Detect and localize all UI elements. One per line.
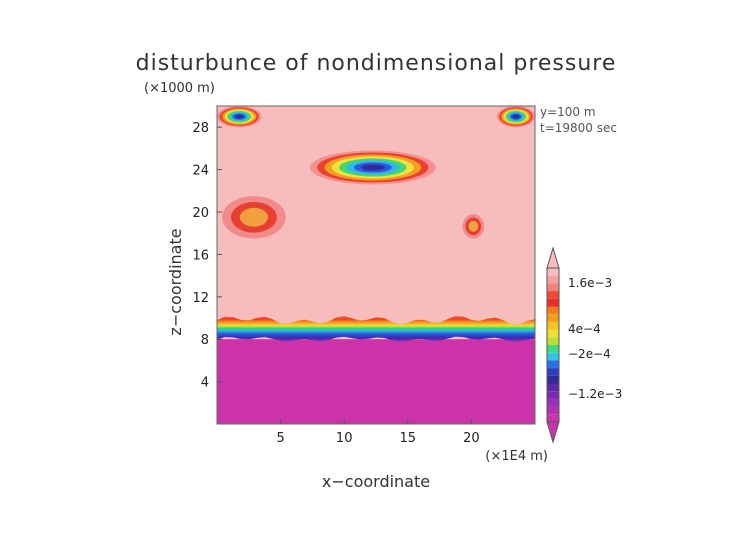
colorbar-label-3: −2e−4	[568, 347, 611, 361]
colorbar-segment-6	[547, 314, 559, 322]
colorbar-segment-18	[547, 406, 559, 415]
info-time-value: t=19800 sec	[540, 121, 617, 135]
chart-title: disturbunce of nondimensional pressure	[136, 51, 617, 76]
colorbar-segment-2	[547, 283, 559, 292]
colorbar-label-4: −1.2e−3	[568, 387, 622, 401]
x-axis-label: x−coordinate	[322, 472, 430, 491]
y-tick-label-0: 4	[201, 376, 209, 391]
colorbar-segment-17	[547, 398, 559, 407]
corner-right	[496, 106, 535, 128]
y-tick-label-6: 28	[192, 121, 209, 136]
low-pressure-layer	[217, 339, 535, 424]
right-patch	[462, 214, 485, 239]
x-tick-label-2: 15	[400, 431, 417, 446]
colorbar-segment-7	[547, 321, 559, 330]
colorbar-segment-9	[547, 337, 559, 345]
colorbar-segment-14	[547, 375, 559, 384]
colorbar-segment-1	[547, 275, 559, 284]
gradient-band	[217, 315, 535, 342]
colorbar-bottom-arrow	[546, 421, 560, 444]
colorbar-label-1: 1.6e−3	[568, 276, 612, 290]
upper-cell-level-7	[361, 164, 385, 171]
x-axis-ticks: 5 10 15 20	[276, 419, 480, 446]
colorbar-segment-10	[547, 345, 559, 353]
colorbar-segment-0	[547, 268, 559, 276]
y-tick-label-2: 12	[192, 291, 209, 306]
x-tick-label-3: 20	[463, 431, 480, 446]
corner-left-level-7	[235, 114, 244, 119]
y-tick-label-3: 16	[192, 248, 209, 263]
x-tick-label-1: 10	[336, 431, 353, 446]
colorbar-segment-11	[547, 352, 559, 361]
y-tick-label-5: 24	[192, 164, 209, 179]
colorbar-segment-4	[547, 298, 559, 307]
colorbar	[546, 246, 560, 444]
y-tick-label-1: 8	[201, 333, 209, 348]
left-patch	[222, 196, 286, 239]
y-tick-label-4: 20	[192, 206, 209, 221]
y-axis-label: z−coordinate	[166, 228, 185, 335]
plot-frame	[216, 105, 536, 425]
colorbar-segment-12	[547, 360, 559, 369]
upper-cell	[309, 150, 436, 185]
corner-right-level-7	[512, 114, 520, 119]
colorbar-segment-8	[547, 329, 559, 338]
corner-left	[217, 106, 262, 128]
plot-area	[217, 106, 535, 424]
colorbar-segment-19	[547, 414, 559, 422]
y-axis-ticks: 4 8 12 16 20 24 28	[192, 121, 222, 391]
colorbar-top-arrow	[546, 246, 560, 269]
colorbar-segment-5	[547, 306, 559, 315]
x-unit-label: (×1E4 m)	[485, 449, 548, 464]
info-y-value: y=100 m	[540, 105, 596, 119]
colorbar-segment-13	[547, 368, 559, 376]
right-patch-level-2	[468, 220, 479, 232]
colorbar-segment-16	[547, 391, 559, 399]
x-tick-label-0: 5	[276, 431, 284, 446]
colorbar-segment-3	[547, 291, 559, 299]
colorbar-segment-15	[547, 383, 559, 392]
y-unit-label: (×1000 m)	[144, 81, 215, 96]
colorbar-label-2: 4e−4	[568, 322, 601, 336]
left-patch-level-2	[239, 207, 269, 227]
